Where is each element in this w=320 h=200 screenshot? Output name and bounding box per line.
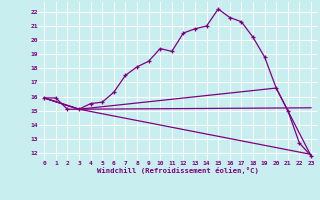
X-axis label: Windchill (Refroidissement éolien,°C): Windchill (Refroidissement éolien,°C): [97, 167, 259, 174]
